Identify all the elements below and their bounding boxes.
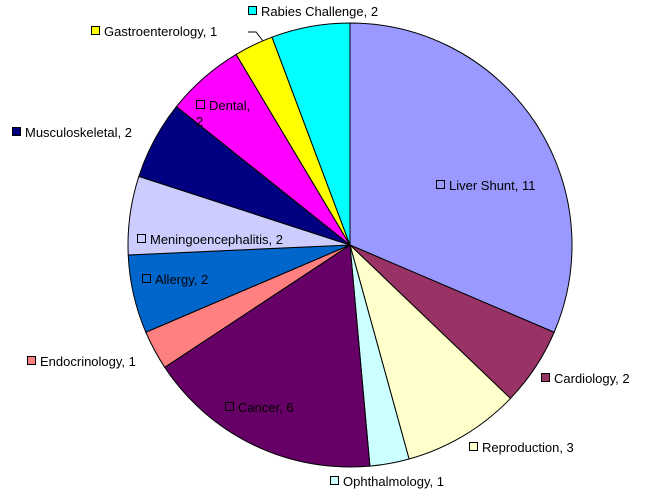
label-text: Allergy, 2 <box>155 272 209 287</box>
slice-label: Reproduction, 3 <box>469 440 574 456</box>
pie-slice <box>164 244 371 468</box>
label-text: Liver Shunt, 11 <box>449 178 536 193</box>
legend-key <box>541 373 550 382</box>
label-text: Reproduction, 3 <box>482 440 574 455</box>
legend-key <box>91 26 100 35</box>
label-text: Cardiology, 2 <box>554 371 630 386</box>
slice-label: Cardiology, 2 <box>541 371 630 387</box>
slice-label: Allergy, 2 <box>142 272 208 288</box>
slice-label: Cancer, 6 <box>225 400 294 416</box>
label-text: Dental, 2 <box>196 98 251 129</box>
leader-line <box>248 31 264 42</box>
label-text: Rabies Challenge, 2 <box>261 4 379 19</box>
label-text: Meningoencephalitis, 2 <box>150 232 283 247</box>
legend-key <box>248 6 257 15</box>
slice-label: Endocrinology, 1 <box>27 354 136 370</box>
legend-key <box>436 180 445 189</box>
legend-key <box>12 127 21 136</box>
legend-key <box>137 234 146 243</box>
slice-label: Musculoskeletal, 2 <box>12 125 132 141</box>
label-text: Ophthalmology, 1 <box>343 474 444 489</box>
slice-label: Gastroenterology, 1 <box>91 24 217 40</box>
legend-key <box>142 274 151 283</box>
legend-key <box>196 100 205 109</box>
slice-label: Rabies Challenge, 2 <box>248 4 378 20</box>
legend-key <box>469 442 478 451</box>
label-text: Endocrinology, 1 <box>40 354 136 369</box>
pie-slice <box>349 243 512 460</box>
legend-key <box>330 476 339 485</box>
slice-label: Dental, 2 <box>196 98 258 130</box>
pie-slice <box>349 22 573 333</box>
slice-label: Ophthalmology, 1 <box>330 474 444 490</box>
legend-key <box>27 356 36 365</box>
label-text: Musculoskeletal, 2 <box>25 125 132 140</box>
label-text: Cancer, 6 <box>238 400 294 415</box>
label-text: Gastroenterology, 1 <box>104 24 218 39</box>
legend-key <box>225 402 234 411</box>
slice-label: Liver Shunt, 11 <box>436 178 535 194</box>
slice-label: Meningoencephalitis, 2 <box>137 232 283 248</box>
pie-slice <box>271 22 351 246</box>
